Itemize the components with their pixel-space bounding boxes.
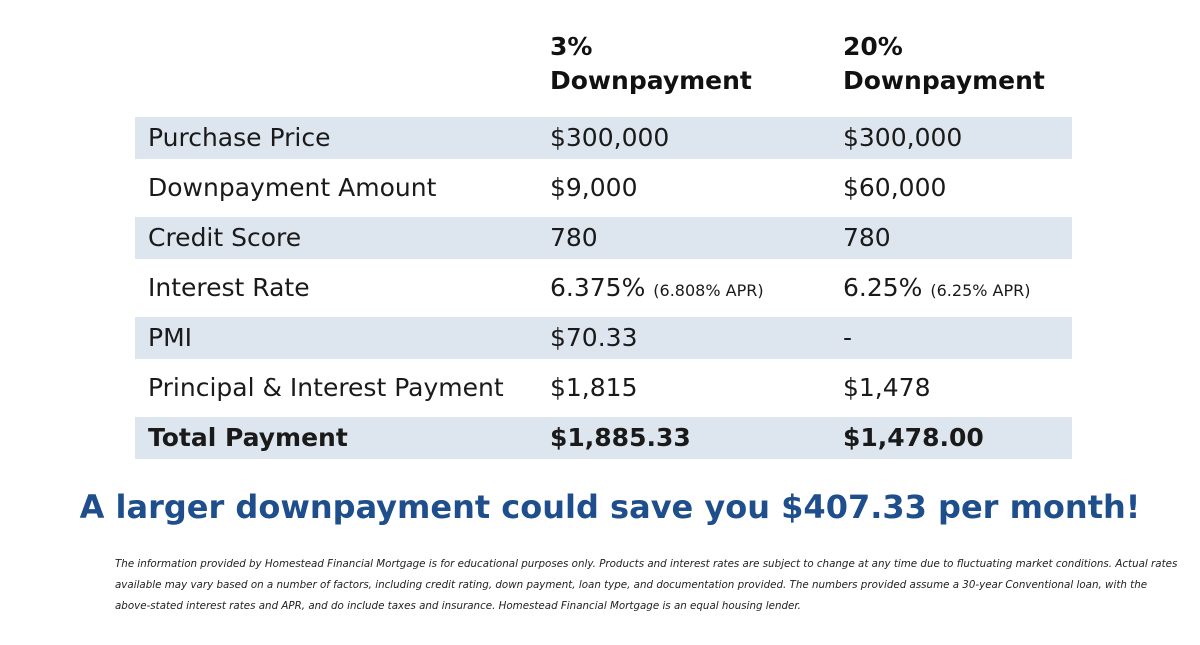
- row-value: 6.25% (6.25% APR): [843, 267, 1030, 312]
- value-text: $300,000: [843, 123, 963, 152]
- column-header-line2: Downpayment: [843, 66, 1045, 95]
- row-label: Credit Score: [148, 217, 301, 259]
- apr-note: (6.808% APR): [653, 281, 764, 300]
- value-text: Credit Score: [148, 223, 302, 252]
- table-row: PMI $70.33 -: [135, 317, 1072, 359]
- value-text: $70.33: [550, 323, 638, 352]
- value-text: $1,478: [843, 373, 931, 402]
- disclaimer: The information provided by Homestead Fi…: [115, 558, 1178, 612]
- row-label: Total Payment: [148, 417, 348, 459]
- row-label: Principal & Interest Payment: [148, 367, 504, 409]
- value-text: $1,478.00: [843, 423, 984, 452]
- value-text: Downpayment Amount: [148, 173, 437, 202]
- row-value: $1,815: [550, 367, 637, 409]
- row-value: $300,000: [550, 117, 669, 159]
- value-text: -: [843, 323, 853, 352]
- table-row: Downpayment Amount $9,000 $60,000: [135, 167, 1072, 209]
- column-header-3-percent: 3% Downpayment: [550, 30, 752, 98]
- row-value: $1,478.00: [843, 417, 984, 459]
- table-row: Credit Score 780 780: [135, 217, 1072, 259]
- row-label: Downpayment Amount: [148, 167, 436, 209]
- column-header-line1: 20%: [843, 32, 903, 61]
- row-value: $60,000: [843, 167, 946, 209]
- value-text: $9,000: [550, 173, 638, 202]
- row-label: Interest Rate: [148, 267, 310, 309]
- row-value: 780: [550, 217, 598, 259]
- row-label: PMI: [148, 317, 192, 359]
- value-text: Interest Rate: [148, 273, 310, 302]
- table-row: Interest Rate 6.375% (6.808% APR) 6.25% (6…: [135, 267, 1072, 309]
- value-text: $1,815: [550, 373, 638, 402]
- row-value: $1,885.33: [550, 417, 691, 459]
- value-text: $60,000: [843, 173, 947, 202]
- value-text: $300,000: [550, 123, 670, 152]
- row-value: $70.33: [550, 317, 637, 359]
- comparison-table: Purchase Price $300,000 $300,000 Downpaymen…: [135, 117, 1072, 467]
- column-header-line2: Downpayment: [550, 66, 752, 95]
- value-text: Purchase Price: [148, 123, 331, 152]
- value-text: PMI: [148, 323, 193, 352]
- column-header-20-percent: 20% Downpayment: [843, 30, 1045, 98]
- column-header-line1: 3%: [550, 32, 593, 61]
- table-row: Total Payment $1,885.33 $1,478.00: [135, 417, 1072, 459]
- row-value: 780: [843, 217, 891, 259]
- apr-note: (6.25% APR): [930, 281, 1031, 300]
- row-value: $300,000: [843, 117, 962, 159]
- value-text: 780: [843, 223, 891, 252]
- table-row: Principal & Interest Payment $1,815 $1,478: [135, 367, 1072, 409]
- row-value: -: [843, 317, 852, 359]
- row-value: 6.375% (6.808% APR): [550, 267, 764, 312]
- savings-headline: A larger downpayment could save you $407…: [79, 488, 1141, 526]
- value-text: Principal & Interest Payment: [148, 373, 504, 402]
- row-label: Purchase Price: [148, 117, 330, 159]
- value-text: $1,885.33: [550, 423, 691, 452]
- table-row: Purchase Price $300,000 $300,000: [135, 117, 1072, 159]
- value-text: 6.375%: [550, 273, 646, 302]
- row-value: $9,000: [550, 167, 637, 209]
- value-text: 6.25%: [843, 273, 923, 302]
- value-text: Total Payment: [148, 423, 348, 452]
- row-value: $1,478: [843, 367, 930, 409]
- value-text: 780: [550, 223, 598, 252]
